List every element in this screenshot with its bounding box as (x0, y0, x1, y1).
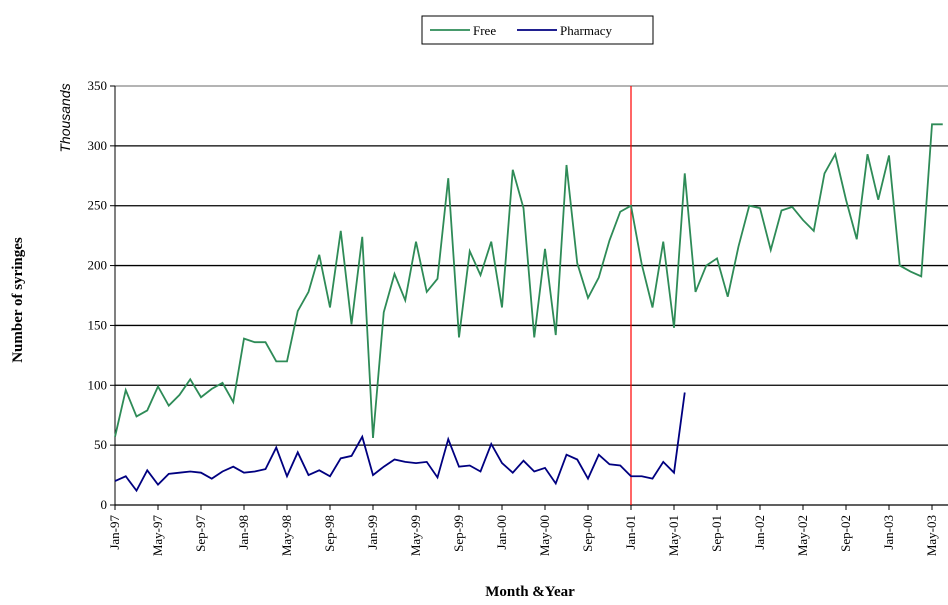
x-tick-label: Sep-99 (451, 515, 466, 552)
x-tick-label: Jan-98 (236, 515, 251, 550)
x-axis-label: Month &Year (485, 584, 575, 600)
y-tick-label: 50 (94, 437, 107, 452)
x-tick-label: Jan-01 (623, 515, 638, 550)
y-axis-label: Number of syringes (10, 237, 26, 363)
x-tick-label: Sep-01 (709, 515, 724, 552)
y-tick-label: 0 (101, 497, 108, 512)
legend-label: Pharmacy (560, 23, 612, 38)
y-tick-label: 250 (88, 198, 108, 213)
line-series (114, 123, 943, 439)
y-tick-label: 200 (88, 258, 108, 273)
x-tick-label: Jan-03 (881, 515, 896, 550)
x-tick-label: May-02 (795, 515, 810, 556)
x-tick-label: May-97 (150, 515, 165, 557)
x-tick-label: Sep-98 (322, 515, 337, 552)
x-tick-label: May-99 (408, 515, 423, 556)
x-tick-label: May-01 (666, 515, 681, 556)
x-tick-label: Jan-00 (494, 515, 509, 550)
x-tick-label: May-00 (537, 515, 552, 556)
legend-label: Free (473, 23, 496, 38)
y-tick-label: 300 (88, 138, 108, 153)
x-tick-label: Jan-02 (752, 515, 767, 550)
line-series (114, 392, 686, 493)
x-tick-label: May-98 (279, 515, 294, 556)
x-tick-label: Sep-00 (580, 515, 595, 552)
x-tick-label: Sep-02 (838, 515, 853, 552)
y-tick-label: 350 (88, 78, 108, 93)
y-unit: Thousands (57, 83, 73, 152)
x-tick-label: Jan-97 (107, 515, 122, 550)
x-tick-label: May-03 (924, 515, 939, 556)
x-tick-label: Jan-99 (365, 515, 380, 550)
x-tick-label: Sep-97 (193, 515, 208, 552)
y-tick-label: 100 (88, 377, 108, 392)
y-tick-label: 150 (88, 317, 108, 332)
